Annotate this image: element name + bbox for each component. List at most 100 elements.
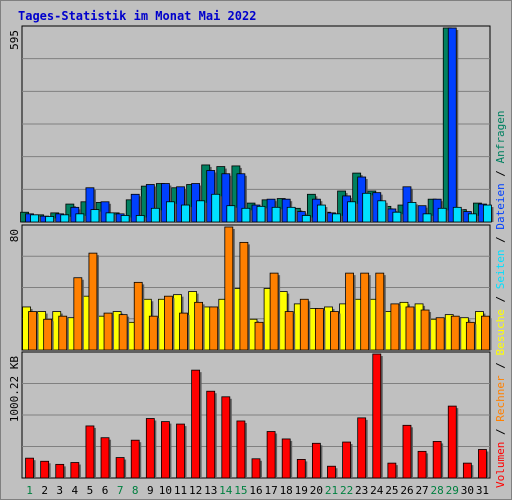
- x-tick-label-2: 2: [41, 484, 48, 497]
- x-tick-label-27: 27: [415, 484, 428, 497]
- bar-dateien-day-15: [236, 173, 246, 223]
- bar-volumen-day-1: [25, 457, 34, 479]
- x-tick-label-19: 19: [295, 484, 308, 497]
- bar-seiten-day-23: [362, 192, 372, 223]
- x-tick-label-6: 6: [102, 484, 109, 497]
- bar-volumen-day-29: [447, 405, 457, 479]
- bar-rechner-day-7: [118, 314, 128, 351]
- bar-rechner-day-16: [254, 321, 264, 351]
- bar-seiten-day-1: [30, 214, 39, 223]
- bar-rechner-day-13: [209, 306, 219, 351]
- bar-seiten-day-16: [256, 205, 266, 223]
- bar-volumen-day-13: [206, 390, 216, 479]
- x-tick-label-8: 8: [132, 484, 139, 497]
- bar-volumen-day-22: [342, 441, 351, 479]
- legend-separator: /: [494, 289, 507, 309]
- bar-volumen-day-26: [402, 424, 412, 479]
- bar-rechner-day-30: [465, 321, 475, 351]
- bar-dateien-day-9: [145, 184, 155, 223]
- bar-seiten-day-25: [392, 211, 402, 223]
- x-tick-label-25: 25: [385, 484, 398, 497]
- bar-rechner-day-23: [360, 272, 370, 351]
- bar-volumen-day-3: [55, 463, 65, 479]
- bar-seiten-day-3: [60, 214, 70, 223]
- bar-rechner-day-2: [43, 318, 53, 351]
- bar-volumen-day-17: [266, 431, 276, 479]
- bar-seiten-day-13: [211, 193, 221, 223]
- bar-seiten-day-15: [241, 207, 251, 223]
- bar-dateien-day-8: [130, 193, 140, 223]
- x-tick-label-29: 29: [446, 484, 459, 497]
- bar-rechner-day-10: [164, 295, 173, 351]
- bar-seiten-day-8: [135, 215, 145, 223]
- bar-rechner-day-18: [284, 311, 294, 351]
- bar-rechner-day-5: [88, 252, 98, 351]
- legend-item-besuche: Besuche: [494, 309, 507, 355]
- bar-seiten-day-10: [166, 201, 175, 223]
- bar-seiten-day-27: [422, 213, 432, 223]
- legend: Volumen / Rechner / Besuche / Seiten / D…: [494, 110, 507, 488]
- bar-seiten-day-30: [467, 213, 477, 223]
- bar-dateien-day-29: [447, 27, 457, 223]
- bar-volumen-day-4: [70, 462, 80, 479]
- bar-seiten-day-12: [196, 200, 206, 223]
- x-tick-label-10: 10: [159, 484, 172, 497]
- legend-item-rechner: Rechner: [494, 375, 507, 422]
- bar-volumen-day-11: [176, 423, 185, 479]
- bar-seiten-day-22: [347, 201, 356, 223]
- bar-volumen-day-2: [40, 460, 50, 479]
- bar-volumen-day-20: [311, 442, 321, 479]
- bar-seiten-day-29: [452, 206, 462, 223]
- bar-seiten-day-18: [286, 206, 296, 223]
- bar-seiten-day-11: [181, 204, 190, 223]
- legend-item-seiten: Seiten: [494, 250, 507, 290]
- x-tick-label-26: 26: [400, 484, 413, 497]
- x-tick-label-11: 11: [174, 484, 187, 497]
- bar-rechner-day-29: [450, 315, 460, 351]
- ymax-label: 80: [8, 229, 21, 242]
- bar-rechner-day-19: [299, 298, 309, 351]
- legend-separator: /: [494, 163, 507, 183]
- bar-rechner-day-20: [314, 308, 324, 351]
- bar-dateien-day-5: [85, 187, 95, 223]
- x-tick-label-12: 12: [189, 484, 202, 497]
- ymax-label: 1000.22 KB: [8, 356, 21, 423]
- bar-rechner-day-15: [239, 241, 249, 351]
- x-tick-label-28: 28: [431, 484, 444, 497]
- bar-seiten-day-17: [271, 206, 281, 223]
- bar-rechner-day-6: [103, 312, 113, 351]
- x-tick-label-24: 24: [370, 484, 384, 497]
- bar-volumen-day-5: [85, 425, 95, 479]
- bar-volumen-day-31: [478, 449, 487, 479]
- x-tick-label-9: 9: [147, 484, 154, 497]
- bar-dateien-day-6: [100, 201, 110, 223]
- bar-volumen-day-10: [161, 421, 170, 479]
- bar-rechner-day-26: [405, 306, 415, 351]
- x-tick-label-4: 4: [72, 484, 79, 497]
- bar-seiten-day-14: [226, 205, 236, 223]
- x-tick-label-20: 20: [310, 484, 323, 497]
- bar-seiten-day-31: [483, 204, 492, 223]
- bar-seiten-day-19: [301, 215, 311, 223]
- bar-rechner-day-27: [420, 309, 430, 351]
- bar-rechner-day-14: [224, 226, 234, 351]
- x-tick-label-15: 15: [234, 484, 247, 497]
- x-tick-label-22: 22: [340, 484, 353, 497]
- legend-separator: /: [494, 422, 507, 442]
- x-tick-label-5: 5: [87, 484, 94, 497]
- x-tick-label-30: 30: [461, 484, 474, 497]
- bar-seiten-day-24: [377, 200, 387, 223]
- bar-rechner-day-17: [269, 272, 279, 351]
- bar-volumen-day-15: [236, 420, 246, 479]
- bar-rechner-day-22: [345, 272, 354, 351]
- x-tick-label-31: 31: [476, 484, 489, 497]
- bar-dateien-day-11: [176, 186, 185, 223]
- bar-rechner-day-21: [330, 311, 339, 351]
- bar-volumen-day-18: [281, 438, 291, 479]
- bar-volumen-day-19: [296, 459, 306, 479]
- bar-seiten-day-6: [105, 212, 115, 223]
- bar-volumen-day-28: [432, 441, 442, 479]
- bar-rechner-day-3: [58, 315, 68, 351]
- bar-volumen-day-30: [462, 462, 472, 479]
- bar-volumen-day-6: [100, 437, 110, 479]
